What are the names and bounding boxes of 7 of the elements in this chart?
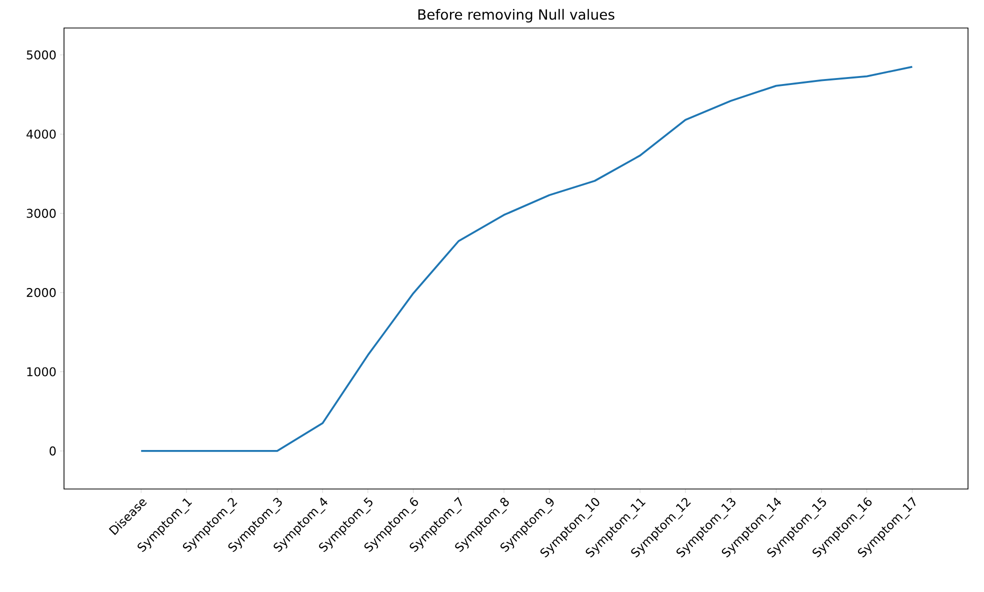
y-tick-label: 1000 [27, 367, 56, 376]
y-tick-label: 5000 [26, 50, 56, 60]
y-tick-label: 3000 [26, 208, 56, 218]
chart-title: Before removing Null values [418, 8, 614, 22]
y-tick-label: 4000 [26, 130, 56, 139]
y-tick-label: 0 [50, 446, 56, 456]
y-tick-label: 2000 [26, 288, 56, 298]
